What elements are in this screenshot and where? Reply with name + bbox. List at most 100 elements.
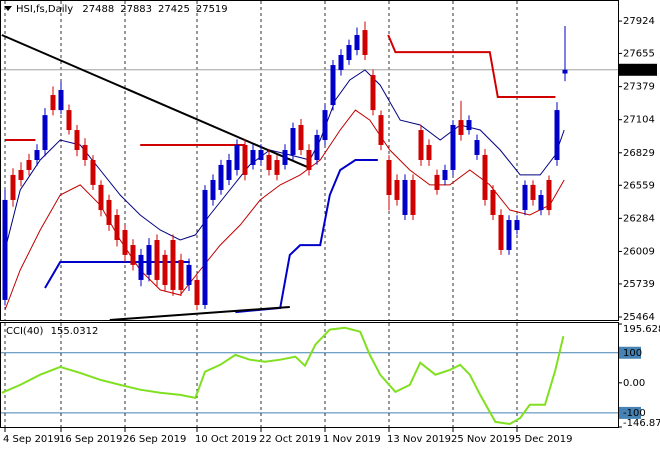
y-tick-label: 25464 [623, 312, 655, 323]
x-tick-label: 26 Sep 2019 [123, 434, 186, 445]
x-tick-label: 4 Sep 2019 [3, 434, 60, 445]
candle-body [250, 150, 256, 165]
candle-body [426, 144, 432, 160]
candle-body [498, 214, 504, 250]
indicator-value: 155.0312 [51, 326, 99, 337]
price-label-bg [619, 63, 657, 76]
candle-body [66, 110, 72, 131]
candle-body [314, 134, 320, 160]
candle-body [530, 184, 536, 200]
candle-body [282, 150, 288, 165]
candle-body [82, 144, 88, 160]
y-tick-label: -146.876 [623, 418, 660, 429]
candle-body [506, 220, 512, 250]
candle-body [186, 264, 192, 285]
indicator-header: CCI(40) 155.0312 [6, 326, 98, 337]
candle-body [370, 75, 376, 111]
x-tick-label: 16 Sep 2019 [59, 434, 122, 445]
candle-body [354, 35, 360, 51]
y-tick-label: 27924 [623, 16, 655, 27]
candle-body [546, 179, 552, 211]
candle-body [58, 89, 64, 111]
level-label-bg [619, 346, 641, 359]
candles [2, 21, 568, 311]
indicator-line [1, 326, 565, 426]
candle-body [226, 160, 232, 180]
price-pane [0, 0, 619, 321]
candle-body [458, 120, 464, 135]
candle-body [210, 179, 216, 200]
candle-body [178, 259, 184, 290]
overlays [1, 34, 565, 426]
candle-body [26, 160, 32, 170]
y-tick-label: 0.00 [623, 378, 645, 389]
y-tick-label: 27379 [623, 82, 655, 93]
candle-body [10, 174, 16, 200]
candle-body [74, 130, 80, 151]
candle-body [450, 124, 456, 170]
candle-body [522, 184, 528, 211]
ohlc-value: 27488 [82, 4, 114, 15]
candle-body [346, 44, 352, 61]
menu-arrow [4, 6, 12, 11]
y-tick-label: 26559 [623, 180, 655, 191]
candle-body [386, 160, 392, 196]
candle-body [130, 245, 136, 265]
candle-body [138, 254, 144, 280]
overlay-line [5, 34, 556, 146]
candle-body [194, 279, 200, 305]
candle-body [474, 140, 480, 155]
y-tick-label: 25739 [623, 279, 655, 290]
candle-body [98, 184, 104, 211]
candle-body [170, 240, 176, 290]
candle-body [50, 95, 56, 111]
x-tick-label: 13 Nov 2019 [387, 434, 451, 445]
candle-body [234, 144, 240, 170]
candle-body [562, 69, 568, 74]
level-label-bg [619, 406, 641, 419]
x-tick-label: 5 Dec 2019 [515, 434, 573, 445]
candle-body [482, 154, 488, 200]
y-tick-label: -100 [623, 408, 646, 419]
y-tick-label: 195.6284 [623, 324, 660, 335]
x-tick-label: 10 Oct 2019 [195, 434, 257, 445]
y-tick-label: 100 [623, 348, 642, 359]
candle-body [362, 30, 368, 55]
candle-body [410, 179, 416, 215]
candle-body [466, 120, 472, 131]
candle-body [90, 160, 96, 185]
candle-body [34, 150, 40, 160]
candle-body [114, 214, 120, 240]
price-label: 27519 [623, 65, 655, 76]
y-tick-label: 27104 [623, 115, 655, 126]
candle-body [146, 245, 152, 275]
candle-body [418, 130, 424, 160]
candle-body [18, 169, 24, 180]
candle-body [306, 150, 312, 170]
candle-body [554, 110, 560, 160]
header: HSI,fs,Daily 27488 27883 27425 27519 [16, 4, 228, 15]
y-tick-label: 26009 [623, 246, 655, 257]
candle-body [242, 144, 248, 175]
candle-body [442, 169, 448, 180]
y-tick-label: 26829 [623, 148, 655, 159]
x-tick-label: 22 Oct 2019 [259, 434, 321, 445]
candle-body [490, 189, 496, 215]
candle-body [122, 230, 128, 255]
candle-body [202, 189, 208, 305]
candle-body [274, 160, 280, 175]
y-tick-label: 26284 [623, 213, 655, 224]
x-tick-label: 1 Nov 2019 [323, 434, 381, 445]
overlay-line [1, 34, 311, 170]
candle-body [514, 220, 520, 231]
candle-body [434, 174, 440, 190]
ohlc-value: 27883 [120, 4, 152, 15]
candle-body [266, 154, 272, 170]
candle-body [258, 150, 264, 160]
candle-body [218, 164, 224, 190]
candle-body [330, 65, 336, 106]
chart-title: HSI,fs,Daily [16, 4, 73, 15]
candle-body [106, 199, 112, 225]
